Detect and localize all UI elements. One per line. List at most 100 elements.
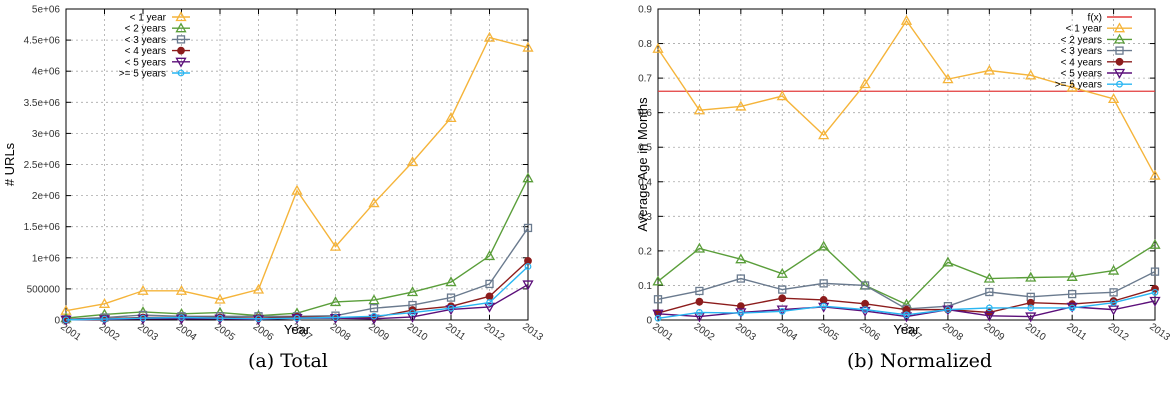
x-tick-label: 2009 bbox=[982, 321, 1007, 343]
legend-swatch-marker bbox=[1113, 33, 1126, 44]
data-point bbox=[1025, 312, 1037, 323]
data-point bbox=[175, 284, 188, 295]
data-point bbox=[139, 314, 147, 322]
data-point bbox=[62, 316, 70, 324]
data-point bbox=[944, 306, 952, 314]
data-point bbox=[983, 272, 995, 283]
legend-label: < 2 years bbox=[1061, 35, 1102, 46]
series-line bbox=[657, 291, 1156, 319]
data-point bbox=[370, 312, 378, 320]
data-point bbox=[1025, 271, 1037, 282]
legend-swatch-marker bbox=[177, 69, 185, 77]
legend-label: < 3 years bbox=[125, 35, 166, 46]
data-point bbox=[820, 302, 828, 310]
data-point bbox=[652, 42, 664, 53]
data-point bbox=[653, 295, 663, 304]
data-point bbox=[409, 309, 416, 316]
data-point bbox=[693, 104, 706, 115]
data-point bbox=[446, 293, 456, 302]
data-point bbox=[98, 298, 111, 308]
data-point bbox=[1025, 69, 1037, 80]
legend: f(x)< 1 year< 2 years< 3 years< 4 years<… bbox=[1055, 13, 1132, 91]
data-point bbox=[654, 314, 662, 322]
legend-swatch-marker bbox=[1115, 57, 1124, 66]
data-point bbox=[1109, 288, 1118, 297]
y-tick-label: 0.9 bbox=[638, 5, 652, 16]
data-point bbox=[735, 253, 747, 264]
data-point bbox=[291, 184, 303, 195]
data-point bbox=[329, 240, 342, 251]
data-point bbox=[695, 297, 704, 306]
y-tick-label: 0 bbox=[54, 316, 60, 327]
x-tick-label: 2013 bbox=[520, 321, 545, 343]
chart-total: 0 500000 1e+06 1.5e+06 2e+06 2.5e+06 3e+06 3.5e… bbox=[2, 5, 545, 344]
y-tick-label: 0.7 bbox=[638, 74, 652, 85]
data-point bbox=[522, 280, 534, 291]
legend-label: < 2 years bbox=[125, 24, 166, 35]
data-point bbox=[985, 304, 993, 312]
data-point bbox=[778, 294, 787, 303]
data-point bbox=[819, 279, 828, 288]
y-tick-label: 3.5e+06 bbox=[24, 98, 61, 109]
data-point bbox=[406, 286, 419, 297]
legend-label: < 4 years bbox=[125, 46, 166, 57]
data-point bbox=[1151, 288, 1159, 296]
x-tick-label: 2010 bbox=[1023, 321, 1048, 343]
data-point bbox=[255, 315, 262, 323]
data-point bbox=[368, 294, 380, 305]
data-point bbox=[695, 286, 704, 296]
series-line bbox=[65, 36, 529, 312]
data-point bbox=[652, 309, 664, 320]
data-point bbox=[983, 64, 995, 75]
data-point bbox=[1150, 267, 1160, 276]
x-tick-label: 2013 bbox=[1147, 321, 1172, 343]
data-point bbox=[406, 312, 419, 323]
x-tick-label: 2004 bbox=[775, 321, 800, 343]
data-point bbox=[693, 242, 706, 253]
data-point bbox=[522, 172, 534, 183]
data-point bbox=[293, 314, 301, 322]
chart-normalized: 0 0.1 0.2 0.3 0.4 0.5 0.6 0.7 0.8 0.9 2001 2002 2003… bbox=[635, 5, 1172, 344]
x-tick-label: 2011 bbox=[443, 321, 467, 343]
x-tick-label: 2006 bbox=[857, 321, 882, 343]
legend-swatch-marker bbox=[1113, 22, 1126, 33]
data-point bbox=[485, 292, 494, 301]
series-line bbox=[65, 265, 529, 321]
x-tick-label: 2005 bbox=[212, 321, 237, 343]
x-tick-label: 2011 bbox=[1064, 321, 1088, 343]
y-tick-label: 1e+06 bbox=[32, 253, 61, 264]
legend: < 1 year< 2 years< 3 years< 4 years< 5 y… bbox=[119, 11, 190, 80]
data-point bbox=[445, 112, 457, 122]
series-0 bbox=[652, 14, 1161, 180]
data-point bbox=[216, 314, 224, 322]
data-point bbox=[483, 302, 496, 313]
data-point bbox=[778, 307, 786, 315]
data-point bbox=[819, 296, 828, 304]
y-tick-label: 1.5e+06 bbox=[24, 222, 61, 233]
x-tick-label: 2001 bbox=[58, 321, 83, 343]
y-tick-label: 0.5 bbox=[638, 143, 652, 154]
data-point bbox=[485, 279, 494, 289]
data-point bbox=[524, 257, 532, 265]
data-point bbox=[985, 287, 994, 297]
legend-swatch-marker bbox=[175, 11, 187, 22]
data-point bbox=[903, 311, 910, 319]
data-point bbox=[900, 14, 913, 25]
x-tick-label: 2006 bbox=[251, 321, 276, 343]
data-point bbox=[252, 283, 265, 294]
legend-label: >= 5 years bbox=[119, 69, 166, 80]
x-tick-label: 2003 bbox=[733, 321, 758, 343]
data-point bbox=[1068, 304, 1076, 312]
x-tick-label: 2008 bbox=[940, 321, 965, 343]
legend-swatch-marker bbox=[176, 35, 186, 44]
legend-label: < 4 years bbox=[1061, 57, 1102, 68]
data-point bbox=[445, 276, 457, 287]
series-5 bbox=[62, 263, 532, 324]
y-tick-label: 0.2 bbox=[638, 246, 652, 257]
data-point bbox=[1026, 298, 1035, 307]
legend-label: < 5 years bbox=[125, 57, 166, 68]
data-point bbox=[369, 304, 379, 313]
data-point bbox=[524, 263, 532, 270]
legend-swatch-marker bbox=[1115, 46, 1124, 55]
data-point bbox=[860, 281, 870, 290]
